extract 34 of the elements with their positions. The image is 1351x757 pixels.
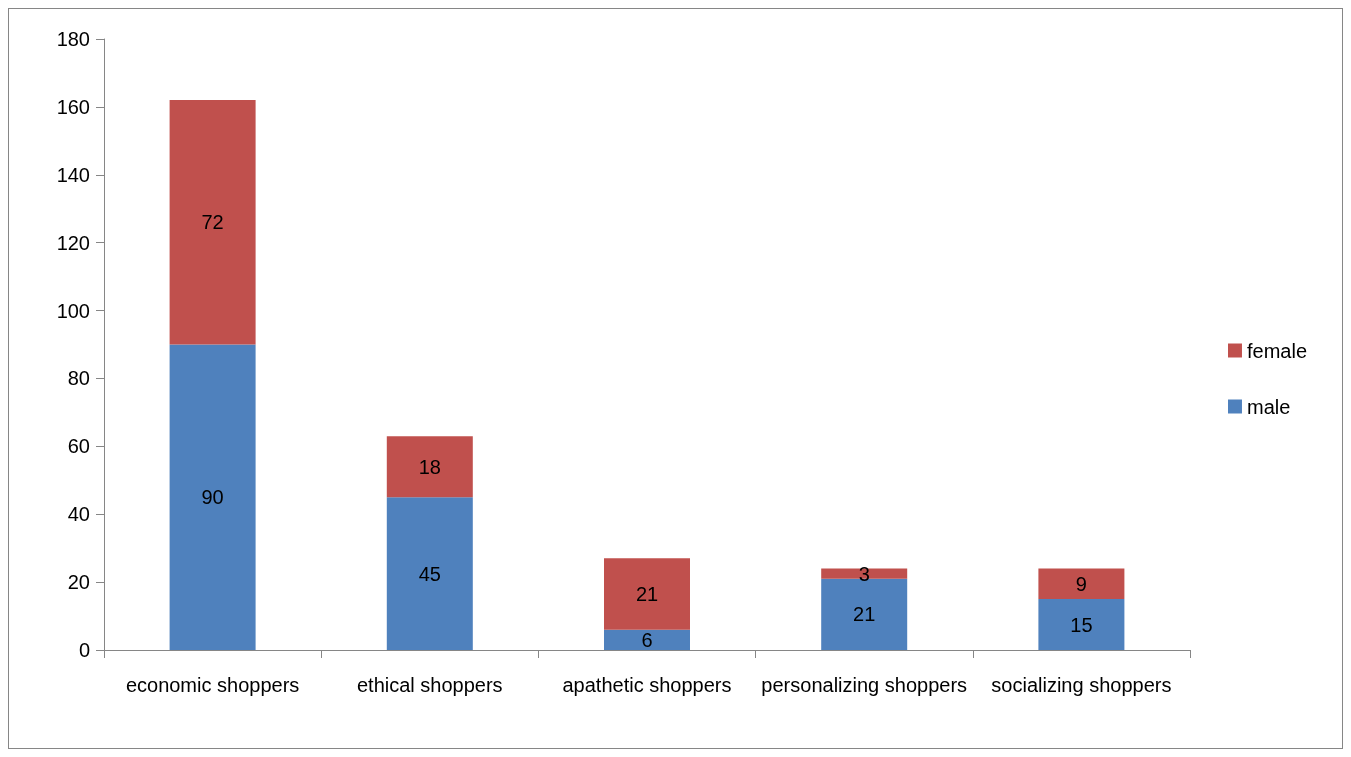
y-tick-label: 40	[67, 503, 90, 526]
data-label: 18	[418, 455, 441, 478]
data-label: 21	[635, 582, 659, 605]
y-tick-label: 60	[67, 435, 90, 458]
x-tick-label: socializing shoppers	[991, 674, 1172, 696]
data-label: 90	[201, 486, 224, 509]
bar	[604, 558, 690, 630]
y-tick-label: 120	[56, 231, 90, 254]
y-tick-label: 0	[78, 639, 90, 661]
bar	[1038, 568, 1125, 600]
bar	[169, 344, 256, 650]
y-tick-label: 180	[56, 28, 90, 50]
data-label: 15	[1070, 613, 1093, 636]
x-tick-label: personalizing shoppers	[761, 674, 968, 696]
y-tick-label: 100	[56, 299, 90, 322]
y-tick-label: 140	[56, 163, 90, 186]
y-tick-label: 20	[67, 571, 90, 594]
bar	[604, 629, 690, 650]
data-label: 9	[1075, 572, 1087, 595]
y-tick-label: 80	[67, 367, 90, 390]
x-tick-label: ethical shoppers	[356, 674, 503, 696]
data-label: 21	[853, 603, 876, 626]
legend-label: male	[1246, 395, 1291, 418]
data-label: 72	[201, 211, 224, 234]
bar	[386, 436, 473, 498]
legend-label: female	[1246, 339, 1307, 362]
bar	[386, 497, 473, 650]
x-tick-label: economic shoppers	[125, 674, 300, 696]
data-label: 45	[418, 562, 441, 585]
bar	[169, 100, 256, 345]
y-tick-label: 160	[56, 95, 90, 118]
x-tick-label: apathetic shoppers	[562, 674, 732, 696]
data-label: 6	[641, 628, 653, 651]
bar	[1038, 599, 1125, 650]
